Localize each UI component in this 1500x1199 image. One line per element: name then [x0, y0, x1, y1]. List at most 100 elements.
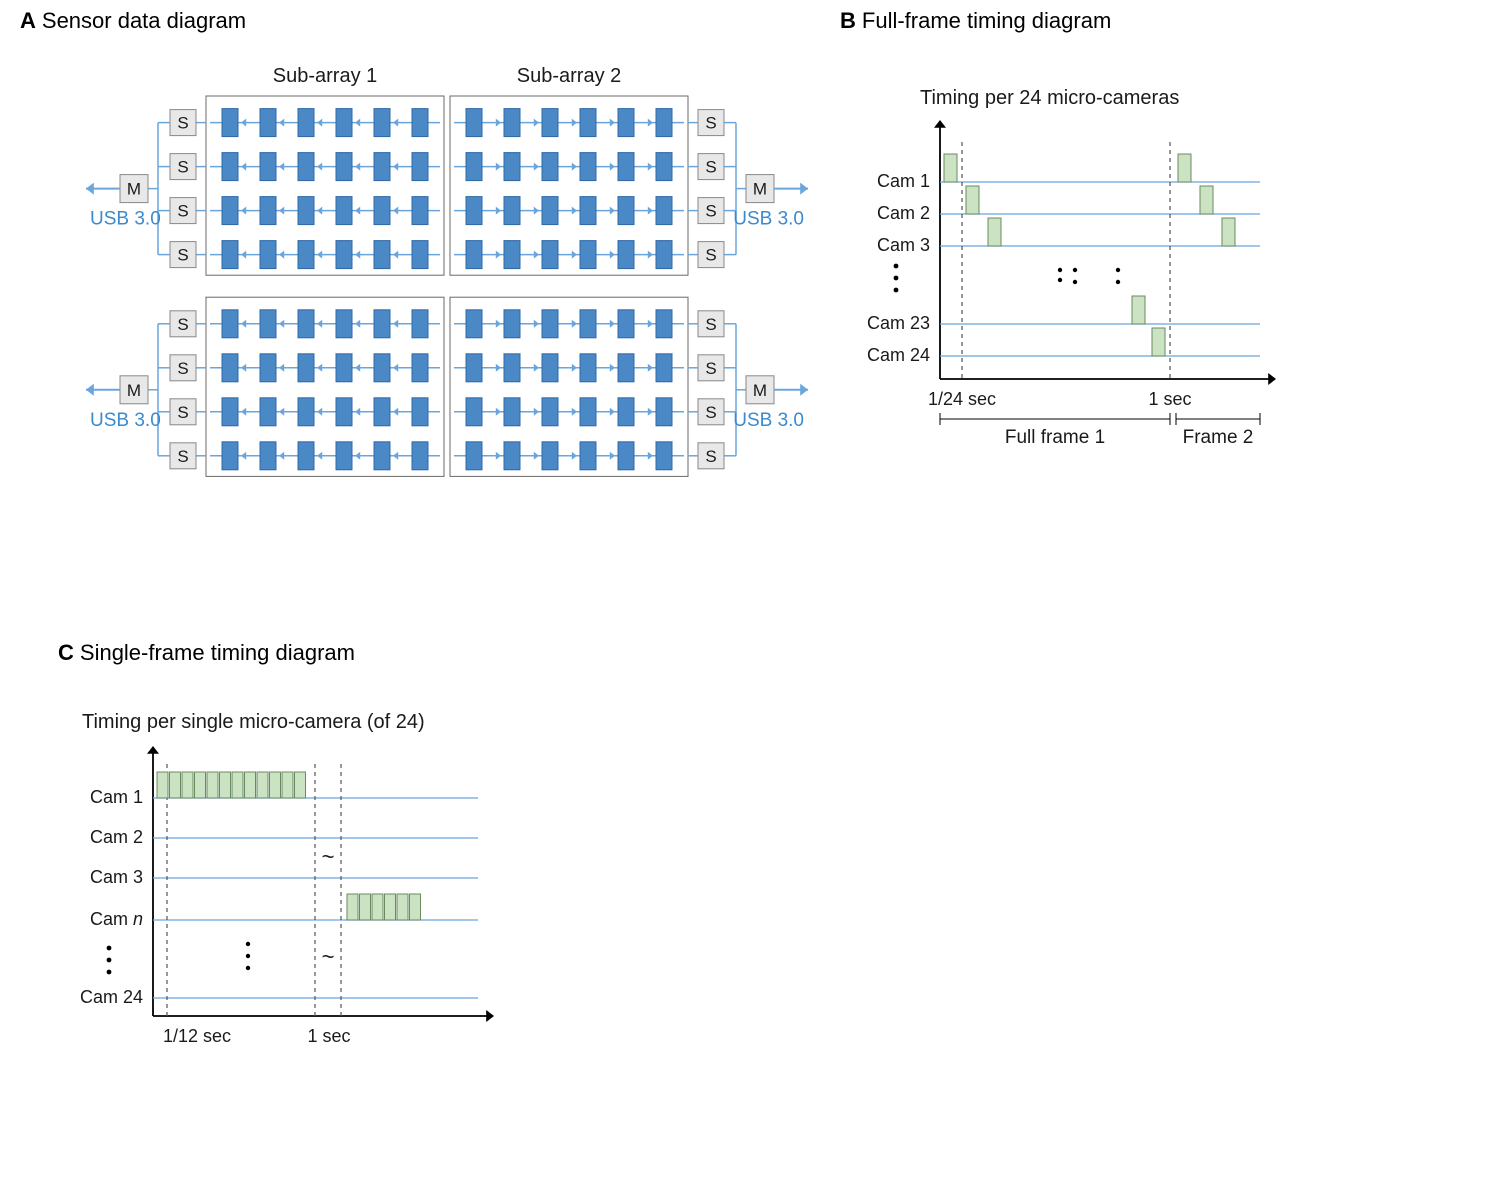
sensor-rect	[618, 109, 634, 137]
sensor-rect	[504, 153, 520, 181]
sensor-rect	[580, 241, 596, 269]
timing-bar	[282, 772, 293, 798]
sensor-rect	[466, 109, 482, 137]
sensor-rect	[222, 197, 238, 225]
svg-text:S: S	[705, 114, 716, 133]
timing-bar	[372, 894, 383, 920]
cam-label: Cam 2	[90, 827, 143, 847]
cam-label: Cam 23	[867, 313, 930, 333]
sensor-rect	[412, 153, 428, 181]
usb-label: USB 3.0	[733, 410, 804, 431]
sensor-rect	[222, 354, 238, 382]
sensor-rect	[412, 310, 428, 338]
timing-bar	[1222, 218, 1235, 246]
timing-bar	[295, 772, 306, 798]
sensor-rect	[412, 398, 428, 426]
sensor-rect	[374, 354, 390, 382]
sensor-diagram: Sub-array 1Sub-array 2Sub-array 3Sub-arr…	[20, 34, 810, 484]
sensor-rect	[336, 241, 352, 269]
timing-bar	[385, 894, 396, 920]
sensor-rect	[298, 310, 314, 338]
sensor-rect	[222, 442, 238, 470]
sensor-rect	[618, 153, 634, 181]
sensor-rect	[618, 241, 634, 269]
sensor-rect	[336, 109, 352, 137]
sensor-rect	[466, 153, 482, 181]
panel-a-diagram: Sub-array 1Sub-array 2Sub-array 3Sub-arr…	[20, 34, 810, 484]
sensor-rect	[222, 109, 238, 137]
sensor-rect	[336, 398, 352, 426]
svg-text:S: S	[705, 359, 716, 378]
timing-bar	[1132, 296, 1145, 324]
sensor-rect	[260, 241, 276, 269]
full-frame-timing: Timing per 24 micro-camerasCam 1Cam 2Cam…	[840, 34, 1285, 504]
sensor-rect	[336, 442, 352, 470]
sensor-rect	[656, 197, 672, 225]
sensor-rect	[260, 197, 276, 225]
svg-text:M: M	[753, 180, 767, 199]
sensor-rect	[656, 398, 672, 426]
svg-text:S: S	[177, 246, 188, 265]
sensor-rect	[336, 153, 352, 181]
cam-label: Cam n	[90, 909, 143, 929]
sensor-rect	[466, 354, 482, 382]
cam-label: Cam 3	[877, 235, 930, 255]
panel-a-title: ASensor data diagram	[20, 8, 810, 34]
sensor-rect	[260, 153, 276, 181]
sensor-rect	[618, 310, 634, 338]
sensor-rect	[656, 354, 672, 382]
sensor-rect	[466, 398, 482, 426]
sensor-rect	[374, 197, 390, 225]
usb-label: USB 3.0	[90, 410, 161, 431]
sensor-rect	[504, 442, 520, 470]
sensor-rect	[374, 442, 390, 470]
cam-label: Cam 2	[877, 203, 930, 223]
sensor-rect	[580, 153, 596, 181]
sensor-rect	[298, 241, 314, 269]
sensor-rect	[412, 197, 428, 225]
timing-bar	[245, 772, 256, 798]
sensor-rect	[466, 310, 482, 338]
sensor-rect	[412, 442, 428, 470]
sensor-rect	[542, 153, 558, 181]
subarray-2-label: Sub-array 2	[517, 65, 622, 87]
sensor-rect	[542, 109, 558, 137]
panel-c-chart: Timing per single micro-camera (of 24) Ca…	[58, 666, 578, 1086]
usb-label: USB 3.0	[733, 209, 804, 230]
cam-label: Cam 3	[90, 867, 143, 887]
svg-text:~: ~	[322, 844, 335, 869]
sensor-rect	[260, 354, 276, 382]
svg-text:S: S	[177, 359, 188, 378]
panel-b: BFull-frame timing diagram Timing per 24…	[840, 8, 1285, 504]
sensor-rect	[656, 109, 672, 137]
sensor-rect	[374, 109, 390, 137]
sensor-rect	[336, 197, 352, 225]
sensor-rect	[222, 310, 238, 338]
timing-bar	[397, 894, 408, 920]
sensor-rect	[542, 442, 558, 470]
sensor-rect	[466, 197, 482, 225]
sensor-rect	[656, 442, 672, 470]
sensor-rect	[412, 354, 428, 382]
sensor-rect	[412, 109, 428, 137]
sensor-rect	[618, 197, 634, 225]
svg-text:Frame 2: Frame 2	[1183, 427, 1254, 448]
svg-text:S: S	[705, 403, 716, 422]
sensor-rect	[580, 310, 596, 338]
sensor-rect	[504, 197, 520, 225]
sensor-rect	[542, 197, 558, 225]
sensor-rect	[542, 241, 558, 269]
sensor-rect	[298, 442, 314, 470]
timing-bar	[207, 772, 218, 798]
svg-text:1 sec: 1 sec	[307, 1026, 350, 1046]
sensor-rect	[336, 354, 352, 382]
timing-bar	[347, 894, 358, 920]
panel-c-chart-title: Timing per single micro-camera (of 24)	[82, 711, 425, 733]
sensor-rect	[466, 241, 482, 269]
sensor-rect	[260, 442, 276, 470]
svg-text:1 sec: 1 sec	[1148, 389, 1191, 409]
cam-label: Cam 1	[90, 787, 143, 807]
sensor-rect	[656, 310, 672, 338]
svg-text:S: S	[705, 202, 716, 221]
sensor-rect	[504, 241, 520, 269]
